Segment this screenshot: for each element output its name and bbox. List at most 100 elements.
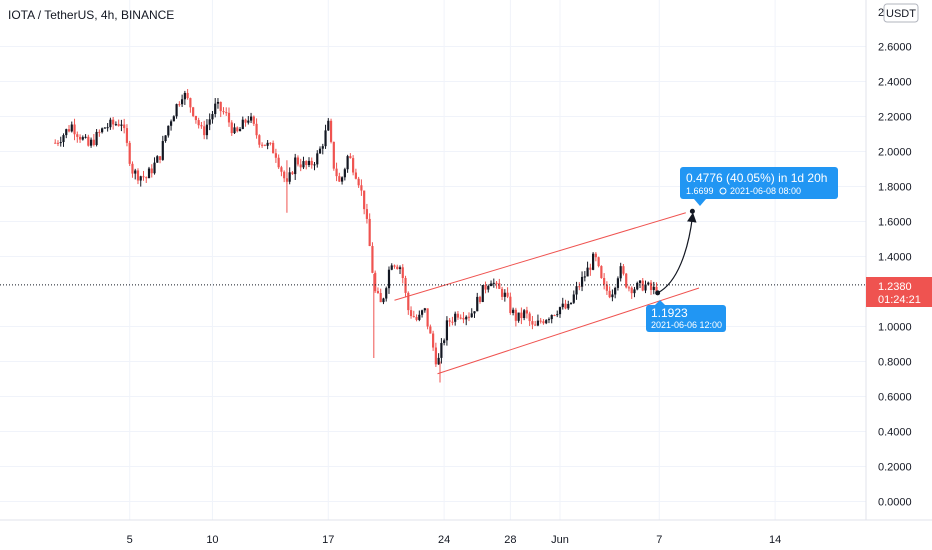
channel-lower-line[interactable] [437,287,700,375]
candle-body [280,167,283,172]
candle-body [636,282,639,290]
candle-body [465,316,468,320]
price-tick-label: 1.4000 [878,252,912,264]
candle-body [647,282,650,285]
candle-body [470,313,473,318]
candle-body [622,266,625,274]
candle-body [181,99,184,105]
candle-body [233,127,236,134]
candle-body [586,267,589,277]
candle-body [517,312,520,321]
candle-body [440,342,443,358]
candle-body [305,161,308,166]
candle-body [81,137,84,140]
candle-body [409,310,413,317]
candle-body [329,120,333,142]
candle-body [611,294,614,298]
candle-body [269,142,272,144]
candle-body [561,303,564,308]
candle-body [161,141,164,160]
target-date-text: 2021-06-08 08:00 [730,186,801,196]
candle-body [655,286,658,292]
candle-body [420,310,424,315]
candle-body [382,298,385,303]
target-annotation[interactable]: 0.4776 (40.05%) in 1d 20h 1.6699 2021-06… [680,167,838,206]
candle-body [205,124,209,136]
candle-body [404,277,407,293]
time-axis[interactable]: 5 10 17 24 28 Jun 7 14 [127,534,782,546]
candle-body [531,321,534,325]
candle-body [76,134,79,137]
price-projection-arrow[interactable] [655,208,697,296]
candle-body [139,176,142,181]
candle-body [385,288,388,299]
candle-body [597,257,600,267]
candle-body [652,286,655,290]
candle-body [429,326,432,334]
candle-body [128,142,131,164]
candle-body [467,316,471,318]
candle-body [498,283,501,289]
target-price-text: 1.6699 [686,186,714,196]
candle-body [274,153,277,158]
currency-badge[interactable] [883,3,919,23]
candle-body [390,265,393,270]
time-tick-label: Jun [551,534,569,546]
candle-body [376,291,380,294]
entry-annotation-box [646,305,726,332]
candle-body [335,168,338,177]
candle-body [156,156,159,163]
candle-body [492,282,495,284]
candle-body [608,290,611,298]
target-change-text: 0.4776 (40.05%) in 1d 20h [686,171,827,185]
candle-body [200,125,203,127]
candle-body [644,284,647,291]
candle-body [244,119,247,123]
candle-body [230,122,233,134]
candle-body [363,190,366,210]
candle-body [73,124,76,135]
channel-upper-line[interactable] [394,212,686,301]
candle-body [354,172,357,179]
candle-body [101,128,104,133]
candle-body [545,320,548,324]
candle-body [324,130,327,147]
candle-body [434,347,437,365]
candle-body [379,293,382,303]
projection-start-dot[interactable] [655,290,661,296]
candle-body [489,283,493,287]
candle-body [374,272,377,292]
candle-body [564,303,567,309]
candle-body [227,112,231,123]
candle-body [211,114,214,120]
last-price-tag [866,277,932,307]
candle-body [583,276,586,278]
candle-body [616,278,620,288]
price-tick-label: 2.4000 [878,77,912,89]
candle-body [65,129,68,136]
candle-body [569,302,573,304]
candle-body [614,287,617,295]
price-axis[interactable]: 2.6000 2.4000 2.2000 2.0000 1.8000 1.6000 1.40… [878,42,912,509]
candle-body [238,128,242,132]
candle-body [189,98,192,108]
candle-body [346,156,349,170]
entry-annotation[interactable]: 1.1923 2021-06-06 12:00 [646,300,726,332]
candle-body [536,320,540,326]
candle-body [222,111,225,113]
candle-body [473,311,476,314]
candlestick-series [54,89,658,383]
price-tick-label: 2.6000 [878,42,912,54]
ascending-channel[interactable] [394,212,700,375]
candle-body [418,314,421,320]
candle-body [462,317,465,320]
candle-body [478,296,482,302]
candle-body [398,267,402,270]
candle-body [62,135,65,143]
projection-end-dot[interactable] [689,208,695,214]
candle-body [357,178,360,186]
chart-title: IOTA / TetherUS, 4h, BINANCE [8,8,174,22]
projection-curve[interactable] [657,212,697,294]
candle-body [503,292,506,297]
